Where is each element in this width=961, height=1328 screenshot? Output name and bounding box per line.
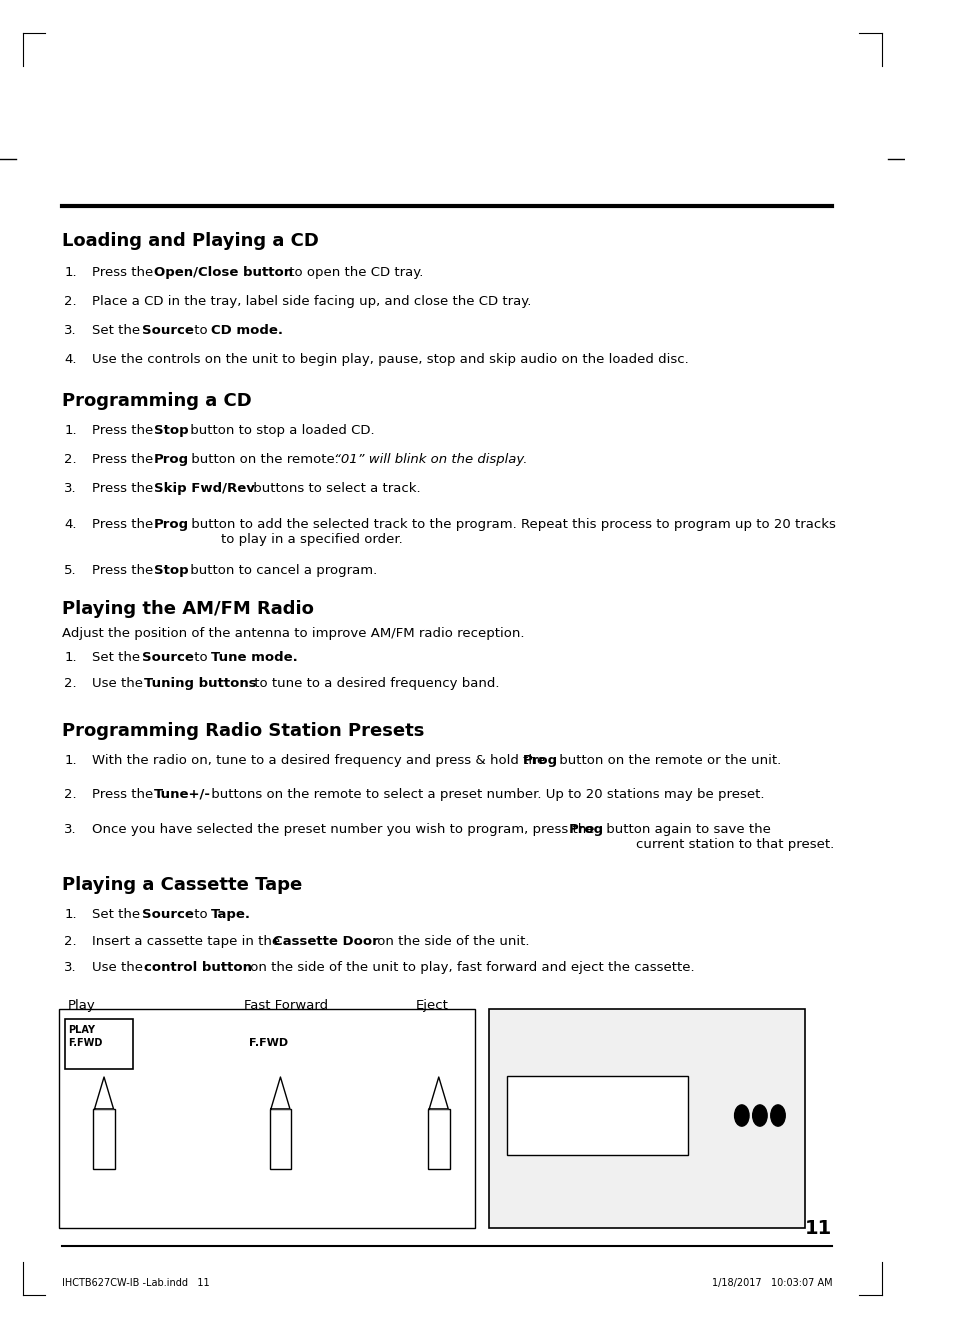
Circle shape bbox=[752, 1105, 766, 1126]
Text: 1.: 1. bbox=[64, 266, 77, 279]
Text: PLAY: PLAY bbox=[68, 1025, 95, 1036]
Text: CD mode.: CD mode. bbox=[210, 324, 283, 337]
Text: Set the: Set the bbox=[92, 908, 144, 922]
Bar bbox=[65, 1019, 133, 1069]
Text: button to cancel a program.: button to cancel a program. bbox=[186, 564, 378, 578]
Text: Press the: Press the bbox=[92, 788, 158, 801]
Bar bbox=[506, 1076, 687, 1155]
Text: Programming a CD: Programming a CD bbox=[62, 392, 251, 410]
Text: 5.: 5. bbox=[64, 564, 77, 578]
Text: 2.: 2. bbox=[64, 453, 77, 466]
Text: to: to bbox=[190, 908, 212, 922]
Text: Use the: Use the bbox=[92, 961, 147, 975]
Text: Playing a Cassette Tape: Playing a Cassette Tape bbox=[62, 876, 302, 895]
Text: to: to bbox=[190, 324, 212, 337]
Text: Press the: Press the bbox=[92, 453, 158, 466]
Text: Tape.: Tape. bbox=[210, 908, 251, 922]
Text: Tune+/-: Tune+/- bbox=[154, 788, 210, 801]
Bar bbox=[93, 1109, 114, 1169]
Text: Use the controls on the unit to begin play, pause, stop and skip audio on the lo: Use the controls on the unit to begin pl… bbox=[92, 353, 688, 367]
Text: to open the CD tray.: to open the CD tray. bbox=[284, 266, 423, 279]
Text: buttons to select a track.: buttons to select a track. bbox=[249, 482, 420, 495]
Text: button again to save the
        current station to that preset.: button again to save the current station… bbox=[602, 823, 833, 851]
Text: 2.: 2. bbox=[64, 677, 77, 691]
Text: Cassette Door: Cassette Door bbox=[273, 935, 379, 948]
Text: Source: Source bbox=[141, 651, 193, 664]
Text: Press the: Press the bbox=[92, 482, 158, 495]
Bar bbox=[59, 1009, 475, 1228]
Text: Source: Source bbox=[141, 324, 193, 337]
Text: 2.: 2. bbox=[64, 935, 77, 948]
Text: 1/18/2017   10:03:07 AM: 1/18/2017 10:03:07 AM bbox=[711, 1278, 831, 1288]
Text: Fast Forward: Fast Forward bbox=[244, 999, 328, 1012]
Text: 1.: 1. bbox=[64, 424, 77, 437]
Text: Stop: Stop bbox=[154, 424, 188, 437]
Text: button on the remote.: button on the remote. bbox=[186, 453, 343, 466]
Text: Use the: Use the bbox=[92, 677, 147, 691]
Bar bbox=[488, 1009, 804, 1228]
Text: 4.: 4. bbox=[64, 353, 77, 367]
Text: Place a CD in the tray, label side facing up, and close the CD tray.: Place a CD in the tray, label side facin… bbox=[92, 295, 531, 308]
Circle shape bbox=[770, 1105, 784, 1126]
Text: Press the: Press the bbox=[92, 564, 158, 578]
Text: to tune to a desired frequency band.: to tune to a desired frequency band. bbox=[250, 677, 499, 691]
Text: Prog: Prog bbox=[154, 518, 188, 531]
Text: Tune mode.: Tune mode. bbox=[210, 651, 297, 664]
Text: IHCTB627CW-IB -Lab.indd   11: IHCTB627CW-IB -Lab.indd 11 bbox=[62, 1278, 209, 1288]
Text: Press the: Press the bbox=[92, 266, 158, 279]
Text: on the side of the unit to play, fast forward and eject the cassette.: on the side of the unit to play, fast fo… bbox=[245, 961, 694, 975]
Text: Adjust the position of the antenna to improve AM/FM radio reception.: Adjust the position of the antenna to im… bbox=[62, 627, 524, 640]
Text: button to add the selected track to the program. Repeat this process to program : button to add the selected track to the … bbox=[186, 518, 835, 546]
Text: buttons on the remote to select a preset number. Up to 20 stations may be preset: buttons on the remote to select a preset… bbox=[208, 788, 764, 801]
Text: 3.: 3. bbox=[64, 482, 77, 495]
Text: Prog: Prog bbox=[154, 453, 188, 466]
Text: Source: Source bbox=[141, 908, 193, 922]
Text: Skip Fwd/Rev: Skip Fwd/Rev bbox=[154, 482, 255, 495]
Text: button on the remote or the unit.: button on the remote or the unit. bbox=[554, 754, 781, 768]
Text: to: to bbox=[190, 651, 212, 664]
Text: 3.: 3. bbox=[64, 961, 77, 975]
Text: Once you have selected the preset number you wish to program, press the: Once you have selected the preset number… bbox=[92, 823, 599, 837]
Text: Set the: Set the bbox=[92, 651, 144, 664]
Text: 2.: 2. bbox=[64, 788, 77, 801]
Text: 3.: 3. bbox=[64, 324, 77, 337]
Text: Set the: Set the bbox=[92, 324, 144, 337]
Text: With the radio on, tune to a desired frequency and press & hold the: With the radio on, tune to a desired fre… bbox=[92, 754, 549, 768]
Text: F.FWD: F.FWD bbox=[68, 1038, 102, 1049]
Text: Press the: Press the bbox=[92, 518, 158, 531]
Text: Prog: Prog bbox=[568, 823, 604, 837]
Text: button to stop a loaded CD.: button to stop a loaded CD. bbox=[186, 424, 375, 437]
Text: Press the: Press the bbox=[92, 424, 158, 437]
Text: Loading and Playing a CD: Loading and Playing a CD bbox=[62, 232, 318, 251]
Polygon shape bbox=[94, 1077, 113, 1109]
Polygon shape bbox=[271, 1077, 289, 1109]
Text: “01” will blink on the display.: “01” will blink on the display. bbox=[333, 453, 527, 466]
Bar bbox=[428, 1109, 449, 1169]
Text: 4.: 4. bbox=[64, 518, 77, 531]
Text: Insert a cassette tape in the: Insert a cassette tape in the bbox=[92, 935, 284, 948]
Text: 1.: 1. bbox=[64, 908, 77, 922]
Text: Eject: Eject bbox=[416, 999, 449, 1012]
Text: Tuning buttons: Tuning buttons bbox=[144, 677, 257, 691]
Text: on the side of the unit.: on the side of the unit. bbox=[372, 935, 529, 948]
Text: 11: 11 bbox=[804, 1219, 831, 1238]
Text: 1.: 1. bbox=[64, 651, 77, 664]
Circle shape bbox=[734, 1105, 749, 1126]
Text: control button: control button bbox=[144, 961, 252, 975]
Text: Play: Play bbox=[68, 999, 95, 1012]
Bar bbox=[269, 1109, 291, 1169]
Text: Playing the AM/FM Radio: Playing the AM/FM Radio bbox=[62, 600, 313, 619]
Text: Programming Radio Station Presets: Programming Radio Station Presets bbox=[62, 722, 424, 741]
Text: F.FWD: F.FWD bbox=[249, 1038, 287, 1049]
Text: Prog: Prog bbox=[522, 754, 557, 768]
Text: Open/Close button: Open/Close button bbox=[154, 266, 293, 279]
Text: 1.: 1. bbox=[64, 754, 77, 768]
Polygon shape bbox=[429, 1077, 448, 1109]
Text: 3.: 3. bbox=[64, 823, 77, 837]
Text: Stop: Stop bbox=[154, 564, 188, 578]
Text: 2.: 2. bbox=[64, 295, 77, 308]
